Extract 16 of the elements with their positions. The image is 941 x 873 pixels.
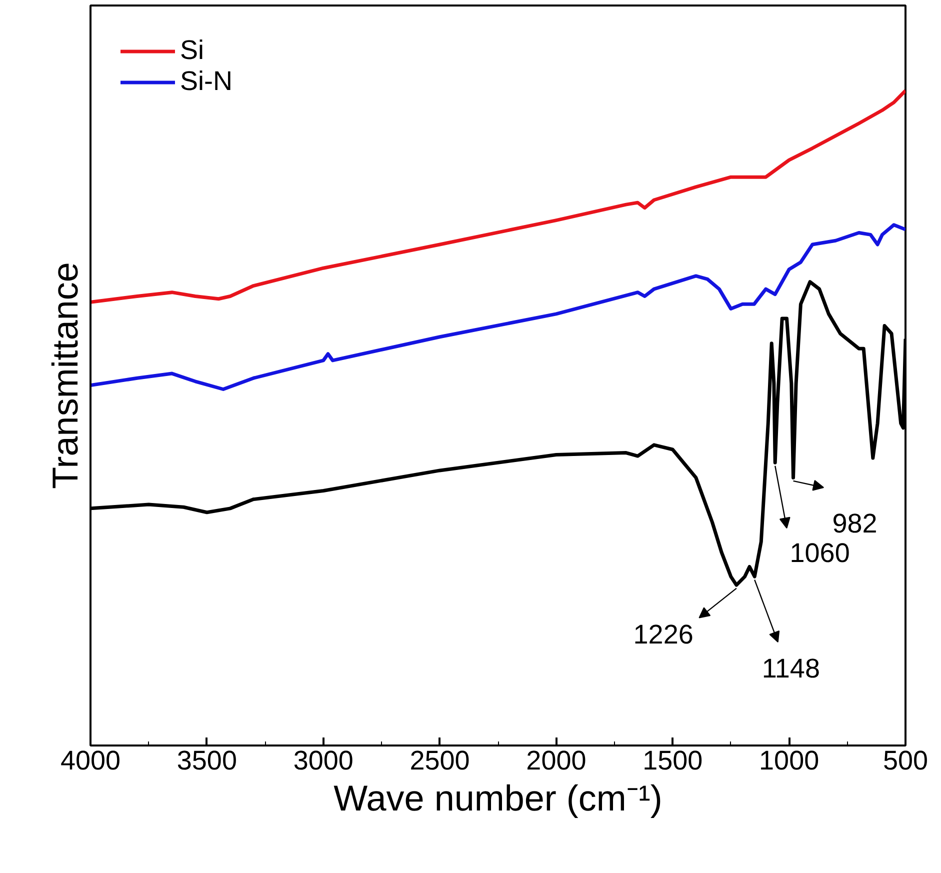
- x-axis-title: Wave number (cm⁻¹): [334, 778, 662, 818]
- x-tick-label: 1000: [759, 746, 820, 776]
- x-tick-label: 3500: [176, 746, 237, 776]
- annotation: 1226: [633, 620, 694, 650]
- x-tick-label: 500: [882, 746, 928, 776]
- x-tick-label: 2000: [526, 746, 586, 776]
- x-tick-label: 4000: [60, 746, 121, 776]
- x-tick-label: 2500: [410, 746, 470, 776]
- x-tick-label: 3000: [293, 746, 354, 776]
- legend-label: Si: [180, 35, 204, 66]
- annotation: 1148: [762, 654, 820, 684]
- x-tick-label: 1500: [642, 746, 703, 776]
- legend-label: Si-N: [180, 66, 232, 97]
- annotation: 1060: [790, 538, 850, 568]
- annotation: 982: [832, 508, 878, 538]
- y-axis-title: Transmittance: [44, 262, 86, 489]
